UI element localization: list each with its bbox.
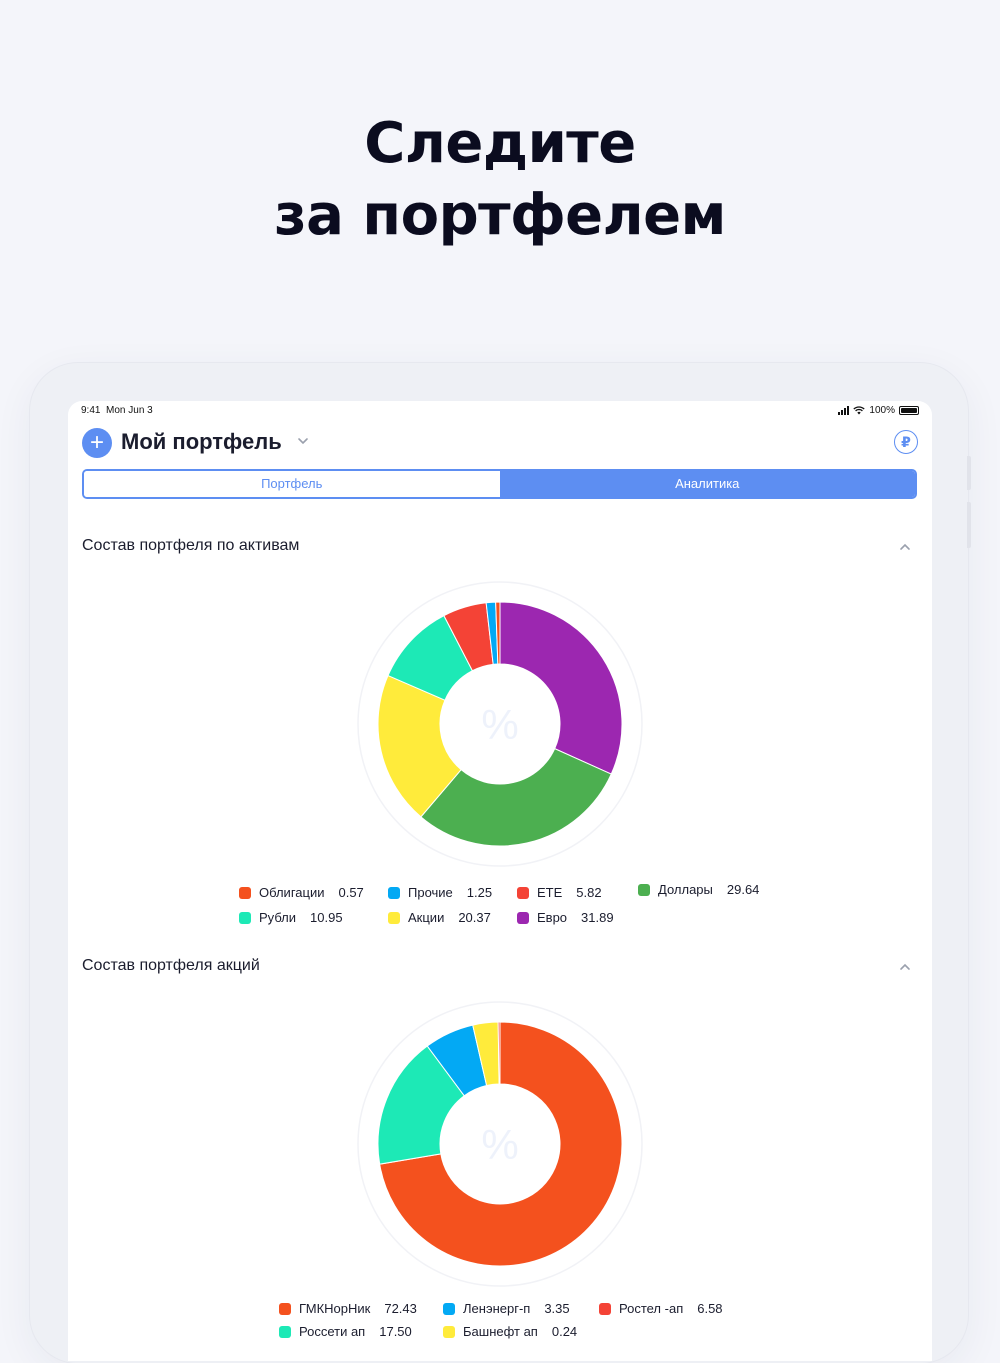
legend-swatch	[599, 1303, 611, 1315]
legend-label: ETE	[537, 885, 563, 900]
headline-line-2: за портфелем	[274, 183, 726, 248]
legend-item: Ростел -ап 6.58	[599, 1301, 723, 1316]
status-indicators: 100%	[838, 405, 919, 416]
legend-value: 6.58	[697, 1301, 723, 1316]
signal-icon	[838, 406, 850, 415]
ruble-icon: ₽	[901, 434, 911, 450]
legend-value: 17.50	[379, 1324, 412, 1339]
plus-icon: +	[89, 429, 104, 456]
legend-label: Россети ап	[299, 1324, 366, 1339]
section-title-stocks: Состав портфеля акций	[82, 957, 260, 974]
currency-ruble-button[interactable]: ₽	[894, 430, 918, 454]
legend-label: Евро	[537, 910, 568, 925]
legend-swatch	[388, 912, 400, 924]
volume-down-button	[967, 502, 971, 548]
legend-label: Рубли	[259, 910, 297, 925]
portfolio-title[interactable]: Мой портфель	[121, 429, 282, 454]
legend-item: Облигации 0.57	[239, 885, 364, 900]
legend-value: 29.64	[726, 882, 760, 897]
chevron-up-icon[interactable]	[898, 960, 912, 974]
tab-analytics[interactable]: Аналитика	[499, 471, 915, 497]
donut-center-percent: %	[481, 1121, 518, 1168]
donut-hole	[440, 664, 560, 784]
donut-outer-ring	[357, 1001, 643, 1287]
battery-icon	[899, 406, 919, 415]
legend-item: Евро 31.89	[517, 910, 614, 925]
legend-value: 1.25	[466, 885, 493, 900]
legend-value: 10.95	[310, 910, 343, 925]
battery-percent: 100%	[869, 405, 895, 416]
legend-swatch	[517, 912, 529, 924]
legend-item: ETE 5.82	[517, 885, 602, 900]
chevron-up-icon[interactable]	[898, 540, 912, 554]
legend-value: 3.35	[544, 1301, 570, 1316]
view-segmented-control: Портфель Аналитика	[82, 469, 917, 499]
donut-outer-ring	[357, 581, 643, 867]
headline-line-1: Следите	[364, 111, 636, 176]
legend-item: ГМКНорНик 72.43	[279, 1301, 417, 1316]
legend-swatch	[279, 1326, 291, 1338]
assets-donut-chart: %	[357, 581, 643, 867]
legend-label: Акции	[408, 910, 445, 925]
status-time: 9:41	[81, 405, 101, 416]
legend-item: Прочие 1.25	[388, 885, 492, 900]
legend-item: Доллары 29.64	[638, 882, 759, 897]
legend-label: Ростел -ап	[619, 1301, 684, 1316]
legend-label: Башнефт ап	[463, 1324, 538, 1339]
donut-center-percent: %	[481, 701, 518, 748]
legend-item: Акции 20.37	[388, 910, 491, 925]
legend-item: Ленэнерг-п 3.35	[443, 1301, 570, 1316]
legend-value: 31.89	[581, 910, 614, 925]
legend-value: 5.82	[576, 885, 602, 900]
legend-item: Рубли 10.95	[239, 910, 343, 925]
legend-swatch	[443, 1303, 455, 1315]
legend-swatch	[638, 884, 650, 896]
section-title-assets: Состав портфеля по активам	[82, 537, 300, 554]
legend-value: 0.24	[551, 1324, 578, 1339]
status-time-date: 9:41 Mon Jun 3	[81, 405, 153, 416]
legend-value: 0.57	[338, 885, 364, 900]
legend-label: Облигации	[259, 885, 325, 900]
donut-hole	[440, 1084, 560, 1204]
legend-label: Ленэнерг-п	[463, 1301, 531, 1316]
legend-value: 20.37	[458, 910, 491, 925]
status-date: Mon Jun 3	[106, 405, 153, 416]
legend-swatch	[279, 1303, 291, 1315]
stocks-donut-chart: %	[357, 1001, 643, 1287]
legend-label: Прочие	[408, 885, 453, 900]
status-bar: 9:41 Mon Jun 3 100%	[81, 405, 919, 419]
chevron-down-icon[interactable]	[296, 434, 310, 448]
legend-label: Доллары	[658, 882, 713, 897]
legend-swatch	[388, 887, 400, 899]
tab-portfolio[interactable]: Портфель	[84, 471, 500, 497]
legend-swatch	[443, 1326, 455, 1338]
app-screen: 9:41 Mon Jun 3 100% + Мой портфель ₽ Пор…	[68, 401, 932, 1361]
volume-up-button	[967, 456, 971, 490]
legend-swatch	[239, 912, 251, 924]
wifi-icon	[853, 406, 866, 415]
add-portfolio-button[interactable]: +	[82, 428, 112, 458]
legend-item: Башнефт ап 0.24	[443, 1324, 577, 1339]
legend-item: Россети ап 17.50	[279, 1324, 412, 1339]
legend-swatch	[517, 887, 529, 899]
legend-swatch	[239, 887, 251, 899]
donut-slices	[377, 1021, 623, 1267]
legend-label: ГМКНорНик	[299, 1301, 371, 1316]
legend-value: 72.43	[384, 1301, 417, 1316]
donut-slices	[377, 601, 623, 847]
